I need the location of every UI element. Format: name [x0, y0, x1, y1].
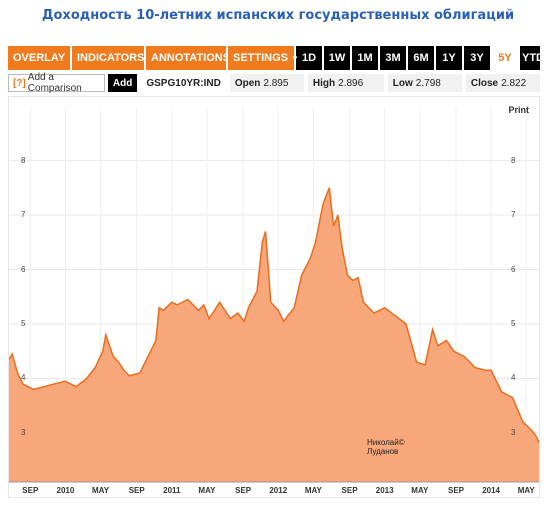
settings-menu-label: SETTINGS — [233, 52, 289, 64]
y-tick-label-right: 6 — [511, 264, 516, 274]
range-1d[interactable]: 1D — [301, 52, 317, 64]
range-1w[interactable]: 1W — [322, 46, 350, 70]
indicators-menu-label: INDICATORS — [77, 52, 145, 64]
range-6m[interactable]: 6M — [406, 46, 434, 70]
x-tick-label: SEP — [235, 486, 252, 495]
watermark-line1: Николай — [367, 438, 399, 447]
x-tick-label: SEP — [128, 486, 145, 495]
overlay-menu[interactable]: OVERLAY▼ — [8, 46, 76, 70]
y-tick-label-right: 5 — [511, 319, 516, 328]
x-tick-label: SEP — [447, 486, 464, 495]
ticker-symbol: GSPG10YR:IND — [141, 74, 226, 92]
y-tick-label-left: 4 — [21, 373, 26, 383]
caret-down-icon: ▼ — [291, 53, 299, 63]
range-5y[interactable]: 5Y — [490, 46, 518, 70]
chart-canvas — [9, 107, 539, 483]
author-watermark: Николай© Луданов — [367, 438, 405, 456]
y-tick-label-left: 6 — [21, 264, 26, 274]
add-comparison-field[interactable]: [?] Add a Comparison — [8, 72, 105, 94]
watermark-line2: Луданов — [367, 447, 399, 456]
low-value: 2.798 — [415, 77, 441, 89]
quote-bar: [?] Add a Comparison Add GSPG10YR:IND Op… — [8, 72, 540, 94]
help-icon[interactable]: [?] — [13, 77, 26, 89]
y-tick-label-right: 4 — [511, 373, 516, 383]
page-title: Доходность 10-летних испанских государст… — [41, 8, 515, 23]
close-label: Close — [470, 77, 499, 89]
open-value: 2.895 — [263, 77, 289, 89]
range-ytd[interactable]: YTD — [518, 46, 546, 70]
settings-menu[interactable]: SETTINGS ▼ — [228, 46, 299, 70]
x-tick-label: 2013 — [375, 486, 394, 495]
x-tick-label: MAY — [411, 486, 429, 495]
y-tick-label-left: 3 — [21, 427, 26, 437]
yield-area — [9, 187, 539, 483]
print-button[interactable]: Print — [508, 105, 529, 115]
indicators-menu[interactable]: INDICATORS▼ — [72, 46, 155, 70]
open-label: Open — [234, 77, 261, 89]
range-3m[interactable]: 3M — [378, 46, 406, 70]
close-value: 2.822 — [501, 77, 527, 89]
y-tick-label-left: 8 — [21, 155, 26, 165]
open-price: Open 2.895 — [229, 74, 304, 92]
low-label: Low — [392, 77, 413, 89]
x-tick-label: 2012 — [269, 486, 288, 495]
annotations-menu-label: ANNOTATIONS — [151, 52, 231, 64]
high-value: 2.896 — [338, 77, 364, 89]
x-tick-label: 2010 — [56, 486, 75, 495]
range-selector: 1D 1W 1M 3M 6M 1Y 3Y 5Y YTD — [296, 46, 546, 70]
chart-toolbar: OVERLAY▼ INDICATORS▼ ANNOTATIONS▼ SETTIN… — [8, 46, 544, 70]
overlay-menu-label: OVERLAY — [13, 52, 66, 64]
range-3y[interactable]: 3Y — [462, 46, 490, 70]
y-tick-label-right: 7 — [511, 210, 516, 220]
yield-chart: Print Николай© Луданов 3 3 4 4 5 5 6 6 7 7 8 8 SEP 20… — [8, 96, 540, 498]
x-tick-label: MAY — [198, 486, 216, 495]
add-comparison-button[interactable]: Add — [107, 74, 138, 92]
x-tick-label: SEP — [22, 486, 39, 495]
y-tick-label-right: 8 — [511, 155, 516, 165]
x-tick-label: MAY — [91, 486, 110, 495]
range-1m[interactable]: 1M — [350, 46, 378, 70]
close-price: Close 2.822 — [465, 74, 540, 92]
high-price: High 2.896 — [307, 74, 384, 92]
y-tick-label-right: 3 — [511, 427, 516, 437]
add-comparison-label: Add a Comparison — [27, 72, 82, 94]
x-tick-label: MAY — [304, 486, 322, 495]
y-tick-label-left: 7 — [21, 210, 26, 220]
high-label: High — [312, 77, 336, 89]
x-tick-label: MAY — [517, 486, 535, 495]
x-tick-label: 2011 — [163, 486, 181, 495]
low-price: Low 2.798 — [387, 74, 462, 92]
y-tick-label-left: 5 — [21, 319, 26, 328]
x-tick-label: SEP — [341, 486, 358, 495]
x-tick-label: 2014 — [482, 486, 500, 495]
yield-line — [9, 187, 539, 444]
range-1y[interactable]: 1Y — [434, 46, 462, 70]
annotations-menu[interactable]: ANNOTATIONS▼ — [146, 46, 241, 70]
